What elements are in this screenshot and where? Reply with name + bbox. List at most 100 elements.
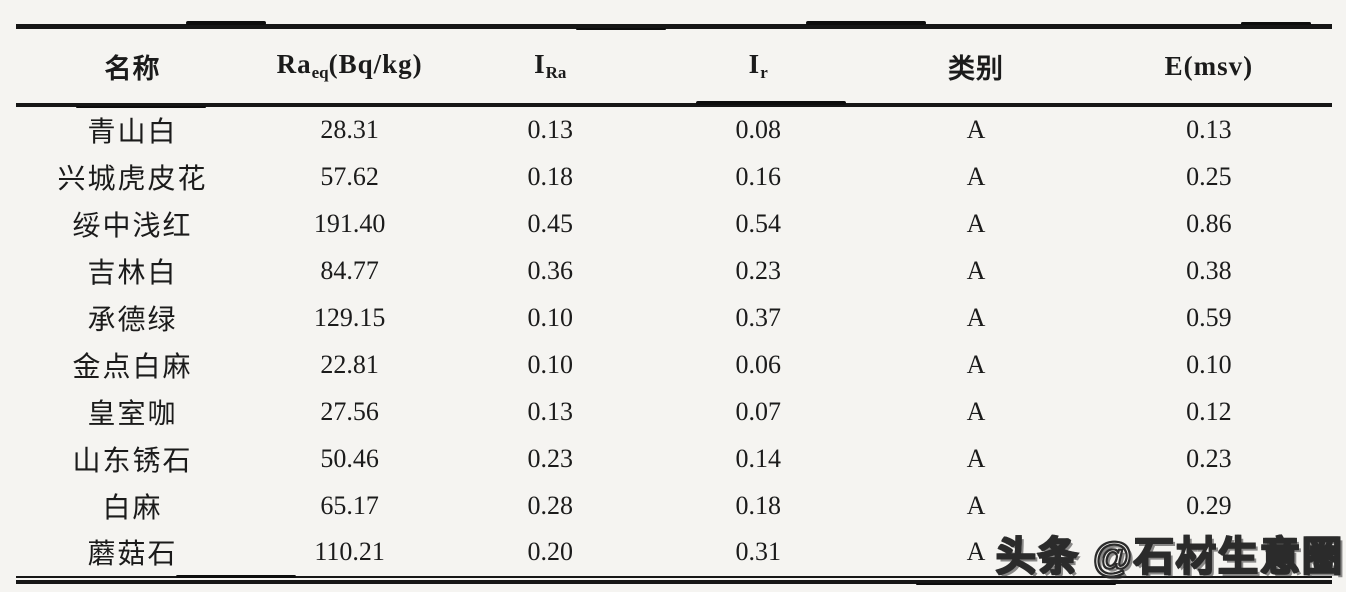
cell-e: 0.86: [1186, 209, 1232, 239]
cell-category: A: [966, 443, 986, 473]
cell-name: 吉林白: [87, 258, 178, 290]
cell-name: 青山白: [87, 117, 178, 149]
col-header-ra-eq: Raeq(Bq/kg): [249, 49, 450, 83]
cell-e: 0.23: [1186, 443, 1232, 473]
cell-i-ra: 0.36: [527, 256, 574, 286]
cell-i-ra: 0.10: [527, 349, 574, 379]
cell-name: 金点白麻: [72, 351, 193, 383]
col-header-category-label: 类别: [947, 53, 1004, 84]
cell-name: 绥中浅红: [72, 211, 193, 243]
col-header-name: 名称: [16, 47, 249, 86]
cell-e: 0.29: [1186, 490, 1232, 520]
cell-i-r: 0.54: [735, 209, 781, 239]
cell-i-ra: 0.10: [527, 303, 574, 332]
cell-e: 0.13: [1186, 115, 1232, 145]
cell-name: 承德绿: [87, 305, 178, 336]
cell-category: A: [966, 209, 986, 239]
cell-ra-eq: 50.46: [320, 443, 379, 473]
cell-i-ra: 0.13: [527, 396, 574, 426]
table-row: 承德绿 129.15 0.10 0.37 A 0.59: [16, 295, 1332, 342]
cell-e: 0.38: [1186, 256, 1232, 286]
cell-ra-eq: 65.17: [320, 490, 379, 520]
cell-i-r: 0.23: [735, 256, 781, 286]
cell-e: 0.12: [1186, 396, 1232, 426]
cell-category: A: [966, 349, 986, 379]
cell-ra-eq: 129.15: [313, 303, 386, 332]
cell-i-ra: 0.20: [527, 537, 574, 567]
table-row: 山东锈石 50.46 0.23 0.14 A 0.23: [16, 435, 1332, 482]
cell-i-ra: 0.23: [527, 443, 574, 473]
table-row: 蘑菇石 110.21 0.20 0.31 A: [16, 529, 1332, 576]
table-body: 青山白 28.31 0.13 0.08 A 0.13 兴城虎皮花 57.62 0…: [16, 107, 1332, 576]
col-header-ira-sub: Ra: [545, 63, 567, 82]
cell-i-r: 0.08: [735, 115, 781, 145]
cell-i-r: 0.14: [735, 443, 781, 473]
table-header-row: 名称 Raeq(Bq/kg) IRa Ir 类别 E(msv): [16, 29, 1332, 103]
header-rule: [16, 101, 1332, 108]
cell-i-r: 0.06: [735, 349, 781, 379]
cell-ra-eq: 22.81: [320, 349, 379, 379]
cell-ra-eq: 27.56: [320, 396, 379, 426]
cell-ra-eq: 84.77: [320, 256, 379, 286]
cell-name: 皇室咖: [87, 398, 178, 430]
cell-category: A: [966, 303, 986, 332]
cell-e: 0.25: [1186, 162, 1232, 192]
cell-name: 白麻: [102, 492, 163, 524]
table-row: 兴城虎皮花 57.62 0.18 0.16 A 0.25: [16, 154, 1332, 201]
bottom-rule-thin: [16, 574, 1332, 578]
col-header-e-msv: E(msv): [1086, 51, 1332, 82]
table-row: 青山白 28.31 0.13 0.08 A 0.13: [16, 107, 1332, 154]
cell-i-r: 0.16: [735, 162, 781, 192]
cell-category: A: [966, 396, 986, 426]
cell-i-r: 0.31: [735, 537, 781, 567]
cell-category: A: [966, 537, 986, 567]
col-header-ir-pre: I: [748, 49, 761, 79]
col-header-ra-pre: Ra: [276, 49, 312, 79]
scan-artifact: [916, 582, 1116, 585]
cell-i-r: 0.07: [735, 396, 781, 426]
table-row: 吉林白 84.77 0.36 0.23 A 0.38: [16, 248, 1332, 295]
table-row: 白麻 65.17 0.28 0.18 A 0.29: [16, 482, 1332, 529]
cell-ra-eq: 28.31: [320, 115, 379, 145]
col-header-name-label: 名称: [104, 53, 161, 84]
radioactivity-table: 名称 Raeq(Bq/kg) IRa Ir 类别 E(msv) 青山白 28.3…: [16, 21, 1332, 585]
cell-i-ra: 0.45: [527, 209, 574, 239]
cell-category: A: [966, 256, 986, 286]
table-row: 金点白麻 22.81 0.10 0.06 A 0.10: [16, 341, 1332, 388]
col-header-ira-pre: I: [534, 49, 546, 79]
cell-category: A: [966, 162, 986, 192]
cell-ra-eq: 191.40: [313, 209, 386, 239]
cell-name: 山东锈石: [72, 445, 193, 477]
cell-category: A: [966, 490, 986, 520]
scan-artifact: [696, 101, 846, 105]
scan-artifact: [1241, 22, 1311, 25]
cell-i-r: 0.18: [735, 490, 781, 520]
col-header-i-ra: IRa: [450, 49, 650, 83]
top-rule: [16, 21, 1332, 30]
col-header-ra-post: (Bq/kg): [328, 49, 423, 79]
col-header-e-label: E(msv): [1164, 50, 1254, 81]
cell-category: A: [966, 115, 986, 145]
toutiao-watermark: 头条 @石材生意圈: [995, 534, 1344, 580]
scan-artifact: [576, 28, 666, 30]
bottom-rule-thick: [16, 579, 1332, 585]
col-header-category: 类别: [866, 47, 1086, 86]
cell-i-r: 0.37: [735, 303, 781, 332]
cell-ra-eq: 110.21: [314, 537, 385, 567]
table-row: 皇室咖 27.56 0.13 0.07 A 0.12: [16, 388, 1332, 435]
cell-e: 0.10: [1186, 349, 1232, 379]
cell-i-ra: 0.28: [527, 490, 574, 520]
col-header-ir-sub: r: [760, 63, 768, 82]
cell-ra-eq: 57.62: [320, 162, 379, 192]
cell-name: 蘑菇石: [87, 539, 178, 571]
cell-i-ra: 0.13: [527, 115, 574, 145]
table-row: 绥中浅红 191.40 0.45 0.54 A 0.86: [16, 201, 1332, 248]
col-header-ra-sub: eq: [311, 63, 329, 82]
cell-name: 兴城虎皮花: [57, 164, 208, 196]
scan-artifact: [76, 106, 206, 108]
scan-artifact: [186, 21, 266, 25]
scan-artifact: [176, 574, 296, 578]
cell-e: 0.59: [1186, 303, 1232, 332]
cell-i-ra: 0.18: [527, 162, 574, 192]
scan-artifact: [806, 21, 926, 25]
